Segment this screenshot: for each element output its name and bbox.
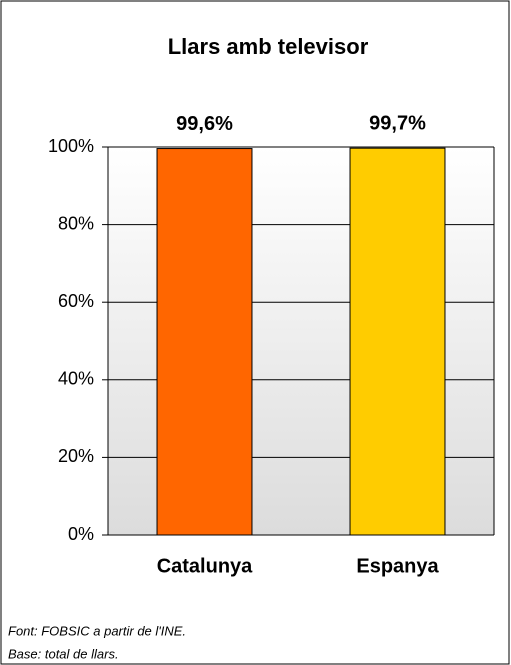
x-tick-label: Espanya — [356, 555, 439, 577]
note: Font: FOBSIC a partir de l'INE. — [8, 623, 186, 638]
bar — [349, 147, 446, 536]
y-tick-label: 0% — [68, 524, 94, 544]
note: Base: total de llars. — [8, 646, 119, 661]
value-label: 99,6% — [176, 113, 233, 135]
chart-title: Llars amb televisor — [168, 34, 369, 59]
x-tick-label: Catalunya — [157, 555, 253, 577]
y-tick-label: 20% — [58, 446, 94, 466]
value-label: 99,7% — [369, 112, 426, 134]
y-tick-label: 40% — [58, 369, 94, 389]
y-tick-label: 80% — [58, 213, 94, 233]
bar — [156, 148, 253, 536]
y-tick-label: 100% — [48, 136, 94, 156]
y-tick-label: 60% — [58, 291, 94, 311]
